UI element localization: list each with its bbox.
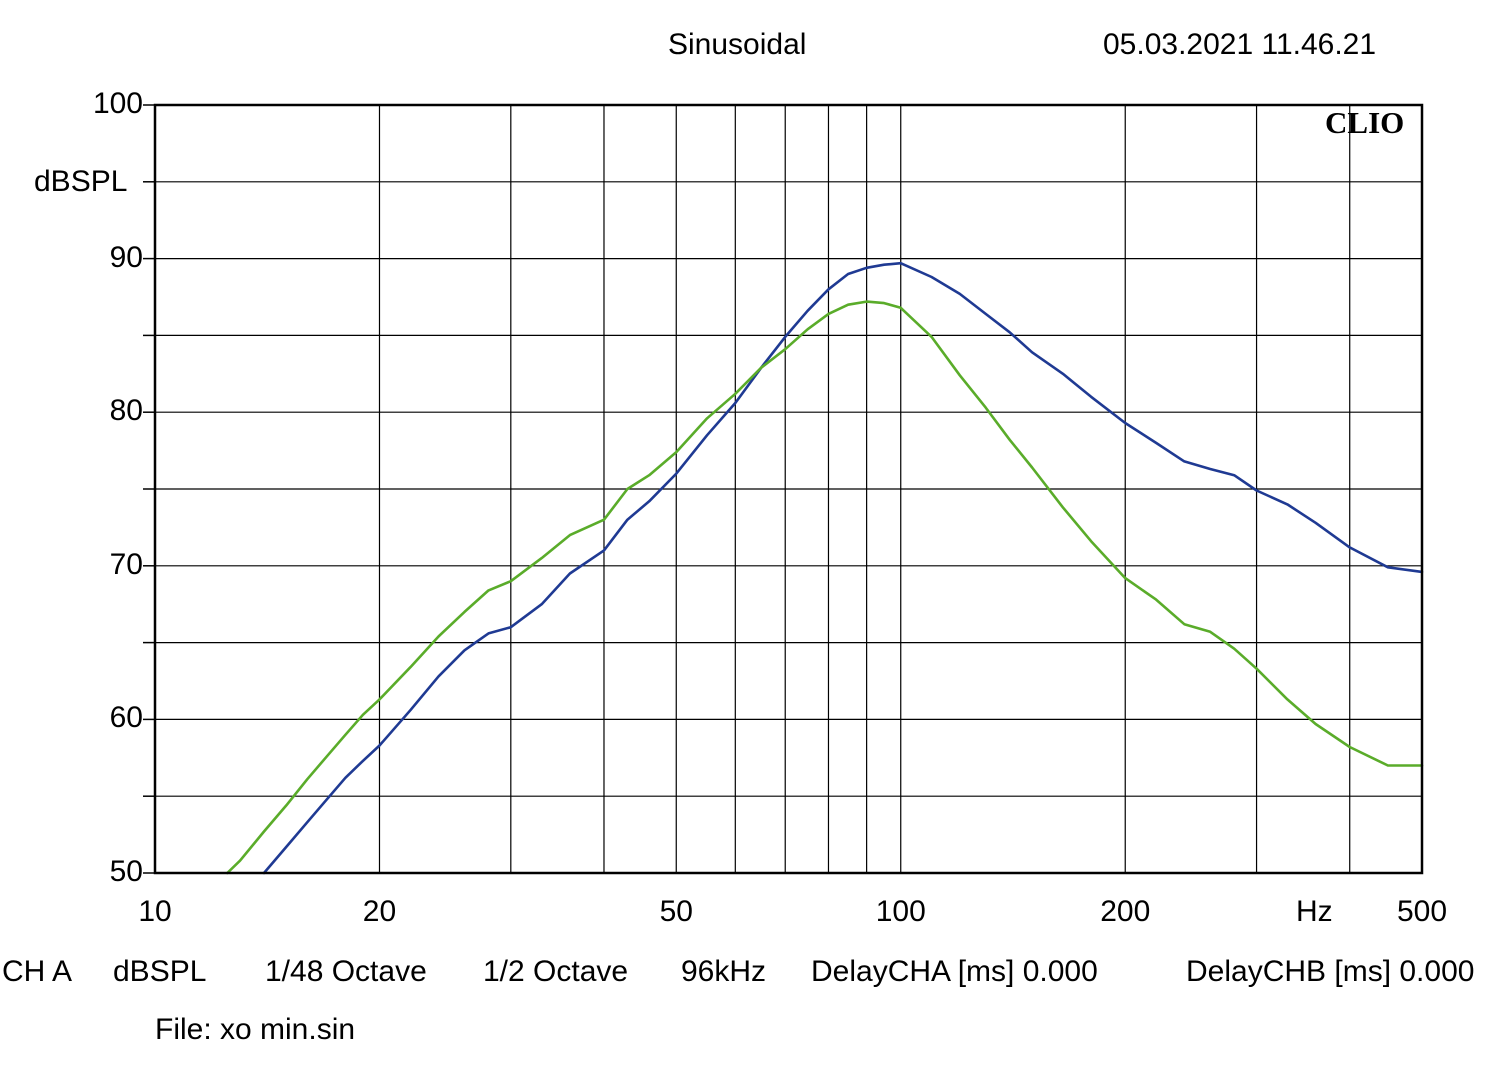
series-layer [226,261,1424,875]
x-tick-label: 100 [875,895,926,928]
series-line-2 [226,300,1424,875]
grid [143,104,1422,874]
y-tick-label: 60 [109,701,143,735]
resolution-label: 1/48 Octave [265,955,427,988]
y-tick-label: 80 [109,394,143,428]
channel-label: CH A [2,955,73,988]
delay-chb-label: DelayCHB [ms] 0.000 [1186,955,1475,988]
x-axis-label: Hz [1296,895,1333,928]
x-tick-label: 50 [659,895,693,928]
sample-rate-label: 96kHz [681,955,767,988]
plot-frame [153,103,1424,875]
x-tick-label: 500 [1396,895,1448,928]
y-tick-label: 50 [109,855,143,888]
timestamp: 05.03.2021 11.46.21 [1103,28,1377,61]
unit-label: dBSPL [113,955,207,988]
y-tick-label: 70 [109,547,143,581]
x-tick-label: 20 [362,895,397,928]
y-tick-label: 100 [92,87,143,120]
delay-cha-label: DelayCHA [ms] 0.000 [811,955,1098,988]
file-label: File: xo min.sin [155,1013,356,1046]
x-tick-label: 10 [138,895,172,928]
y-axis-label: dBSPL [34,165,128,198]
clio-logo: CLIO [1325,105,1405,140]
chart-title: Sinusoidal [668,28,807,61]
series-line-1 [262,261,1424,875]
smoothing-label: 1/2 Octave [483,955,629,988]
y-tick-label: 90 [109,240,143,274]
x-tick-label: 200 [1100,895,1151,928]
